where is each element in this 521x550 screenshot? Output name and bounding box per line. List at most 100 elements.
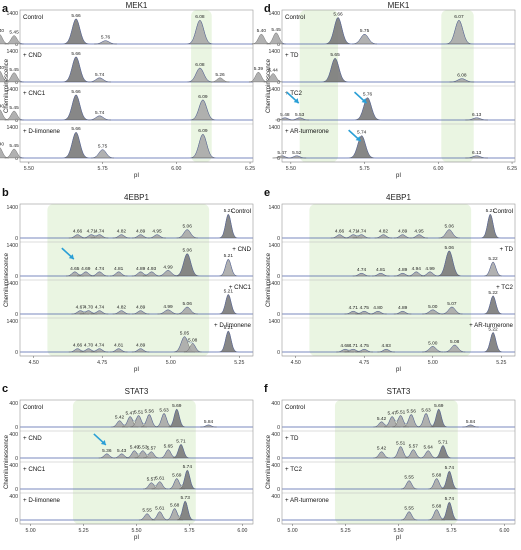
peak-label: 4.66 — [73, 343, 83, 349]
condition-label: + CNC1 — [229, 284, 252, 291]
x-tick-label: 5.50 — [24, 166, 34, 172]
y-tick-max: 1400 — [268, 243, 280, 249]
peak-label: 4.67 — [76, 305, 86, 311]
peak-label: 4.82 — [117, 229, 127, 235]
panel-frame — [281, 9, 516, 163]
x-tick-label: 5.00 — [288, 528, 298, 534]
trace-line — [20, 444, 253, 459]
peak-label: 6.09 — [198, 94, 208, 100]
peak-label: 5.55 — [142, 508, 152, 514]
panel-title: MEK1 — [126, 1, 148, 10]
trace-row: 400 0 5.425.47 5.51 5.56 5.635.69 5.84 Control — [9, 401, 253, 432]
peak-label: 5.61 — [155, 476, 165, 482]
peak-label: 5.75 — [360, 28, 370, 34]
y-tick-min: 0 — [277, 518, 280, 524]
peak-label: 5.57 — [147, 477, 157, 483]
trace-row: 1400 0 4.74 4.81 4.89 4.94 4.99 5.06 5.22+ TD — [268, 243, 515, 281]
peak-label: 4.71 — [349, 305, 359, 311]
peak-label: 5.22 — [488, 256, 498, 262]
condition-label: Control — [285, 404, 305, 411]
peak-label: 5.42 — [377, 446, 387, 452]
peak-label: 4.99 — [163, 264, 173, 270]
peak-label: 5.66 — [71, 126, 81, 132]
y-tick-max: 1400 — [6, 205, 18, 211]
peak-label: 5.53 — [138, 445, 148, 451]
peak-label: 4.99 — [163, 304, 173, 310]
trace-row: 1400 0 5.26 5.39 5.44 5.65 6.08 + TD — [210, 49, 515, 87]
peak-label: 4.95 — [414, 229, 424, 235]
peak-label: 4.89 — [136, 266, 146, 272]
peak-label: 4.81 — [114, 343, 124, 349]
y-tick-min: 0 — [15, 156, 18, 162]
condition-label: + TD — [500, 246, 514, 253]
trace-line — [281, 57, 515, 83]
y-tick-min: 0 — [15, 274, 18, 280]
condition-label: + CND — [23, 435, 42, 442]
peak-label: 4.70 — [84, 305, 94, 311]
x-tick-label: 4.75 — [97, 360, 107, 366]
y-axis-label: Chemiluminescence — [4, 252, 10, 307]
y-tick-min: 0 — [277, 42, 280, 48]
peak-label: 5.71 — [176, 438, 186, 444]
trace-row: 400 0 5.55 5.61 5.685.73 + D-limonene — [9, 494, 253, 525]
peak-label: 5.06 — [183, 248, 193, 254]
condition-label: + CND — [23, 52, 42, 59]
y-tick-max: 1400 — [6, 125, 18, 131]
condition-label: + AR-turmerone — [469, 322, 513, 329]
peak-label: 5.74 — [445, 465, 455, 471]
x-tick-label: 5.75 — [360, 166, 370, 172]
panel-a: aMEK1Chemiluminescence140005.275.405.455… — [0, 1, 255, 179]
y-tick-min: 0 — [277, 274, 280, 280]
peak-label: 5.74 — [95, 72, 105, 78]
peak-label: 5.45 — [9, 105, 19, 111]
peak — [63, 94, 89, 121]
y-tick-max: 400 — [9, 432, 18, 438]
x-axis-label: pI — [396, 535, 401, 541]
y-tick-max: 1400 — [6, 243, 18, 249]
condition-label: Control — [285, 14, 305, 21]
peak-label: 5.71 — [438, 439, 448, 445]
x-axis-label: pI — [396, 173, 401, 179]
x-tick-label: 5.25 — [234, 360, 244, 366]
x-tick-label: 5.75 — [446, 528, 456, 534]
peak — [91, 149, 114, 159]
peak-label: 4.74 — [95, 343, 105, 349]
y-tick-min: 0 — [277, 425, 280, 431]
peak — [219, 294, 238, 315]
peak-label: 5.76 — [101, 35, 111, 41]
peak-label: 5.66 — [71, 89, 81, 95]
y-tick-max: 1400 — [6, 11, 18, 17]
peak-label: 4.74 — [357, 267, 367, 273]
y-tick-min: 0 — [277, 312, 280, 318]
peak-label: 5.44 — [268, 68, 278, 74]
trace-line — [282, 408, 515, 428]
condition-label: + TD — [285, 52, 299, 59]
peak-label: 4.89 — [398, 305, 408, 311]
condition-label: Control — [493, 208, 513, 215]
peak-label: 5.48 — [280, 112, 290, 118]
y-axis-label: Chemiluminescence — [266, 252, 272, 307]
peak-label: 5.06 — [183, 301, 193, 307]
panel-title: 4EBP1 — [124, 193, 149, 202]
peak — [88, 77, 111, 83]
trace-row: 400 0 5.55 5.685.74 + AR-turmerone — [271, 494, 515, 525]
x-tick-label: 5.25 — [496, 360, 506, 366]
peak — [484, 295, 502, 315]
peak-label: 5.43 — [117, 448, 127, 454]
x-tick-label: 4.50 — [29, 360, 39, 366]
trace-line — [20, 253, 253, 277]
trace-row: 1400 0 4.71 4.75 4.80 4.89 5.00 5.07 5.22+ TC2 — [268, 281, 515, 319]
y-tick-max: 400 — [9, 401, 18, 407]
x-tick-label: 5.25 — [340, 528, 350, 534]
panel-letter: e — [264, 187, 270, 199]
x-tick-label: 5.25 — [78, 528, 88, 534]
peak — [63, 131, 89, 159]
y-tick-max: 1400 — [6, 87, 18, 93]
x-axis-label: pI — [134, 367, 139, 373]
peak-label: 5.06 — [445, 224, 455, 230]
trace-row: 1400 0 4.66 4.714.74 4.82 4.89 4.95 5.06 5.21Con… — [6, 205, 253, 243]
x-tick-label: 6.00 — [237, 528, 247, 534]
peak-label: 4.89 — [136, 229, 146, 235]
peak — [0, 109, 9, 121]
